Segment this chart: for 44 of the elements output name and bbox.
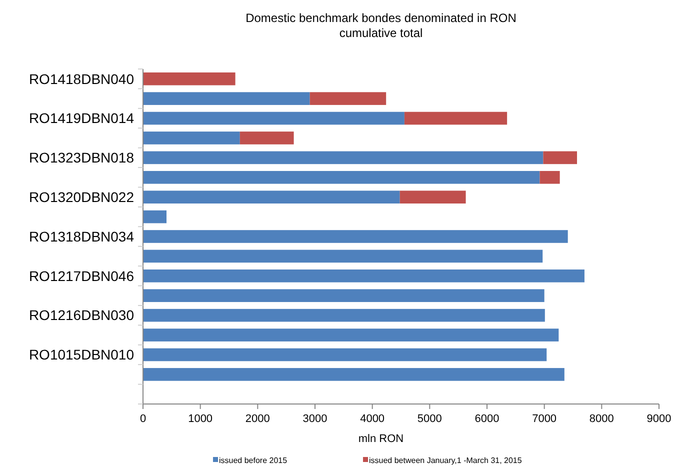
x-tick-label: 2000 — [245, 413, 270, 425]
bar — [143, 151, 544, 164]
bar — [310, 92, 386, 105]
x-tick-label: 5000 — [417, 413, 442, 425]
bar — [143, 92, 310, 105]
bar — [143, 190, 400, 204]
y-tick-label: RO1419DBN014 — [28, 110, 134, 126]
bar — [540, 170, 560, 184]
bar — [143, 170, 540, 184]
y-tick-label: RO1318DBN034 — [28, 228, 134, 244]
bar — [543, 151, 578, 164]
bar — [143, 289, 544, 302]
bar — [143, 328, 559, 342]
x-tick-label: 3000 — [302, 413, 328, 425]
bar — [143, 112, 404, 125]
x-tick-label: 0 — [140, 413, 146, 425]
bar — [143, 230, 568, 243]
x-tick-label: 7000 — [532, 413, 557, 425]
bar — [143, 270, 584, 282]
y-tick-label: RO1323DBN018 — [28, 150, 134, 166]
legend-label: issued before 2015 — [219, 456, 288, 465]
y-tick-label: RO1217DBN046 — [28, 268, 134, 284]
y-tick-label: RO1320DBN022 — [28, 188, 134, 205]
bar — [143, 308, 545, 322]
bar — [400, 190, 466, 204]
y-tick-label: RO1216DBN030 — [28, 307, 134, 324]
x-tick-label: 6000 — [474, 413, 500, 425]
x-tick-label: 9000 — [646, 413, 672, 425]
x-axis-title: mln RON — [358, 433, 404, 445]
bar — [404, 112, 508, 125]
bar — [143, 72, 236, 86]
bar — [143, 368, 564, 381]
bar — [143, 132, 240, 144]
legend-label: issued between January,1 -March 31, 2015 — [369, 456, 522, 465]
bar — [143, 210, 167, 224]
y-tick-label: RO1015DBN010 — [28, 346, 134, 363]
bar — [240, 132, 294, 144]
y-tick-label: RO1418DBN040 — [28, 70, 134, 87]
x-tick-label: 1000 — [188, 413, 213, 425]
bar — [143, 348, 547, 362]
x-tick-label: 4000 — [360, 413, 385, 425]
bar — [143, 250, 543, 263]
x-tick-label: 8000 — [589, 413, 614, 425]
chart-title: Domestic benchmark bondes denominated in RON cumulative total — [246, 11, 516, 40]
